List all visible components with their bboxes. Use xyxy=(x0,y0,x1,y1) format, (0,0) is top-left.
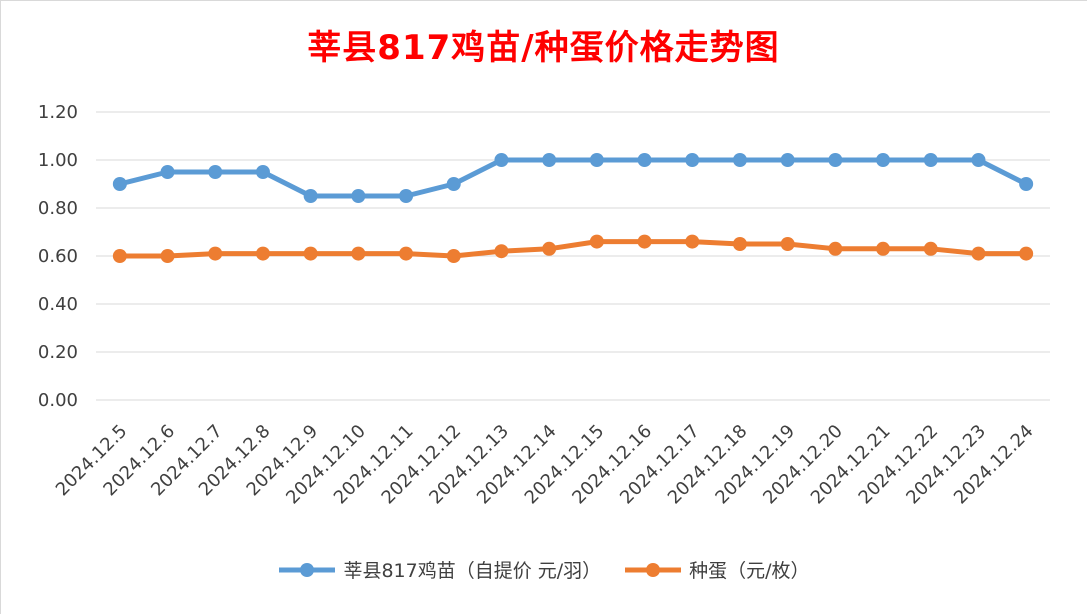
data-point xyxy=(780,153,795,167)
data-point xyxy=(685,153,700,167)
data-point xyxy=(351,189,366,203)
legend-marker-chick xyxy=(279,562,336,577)
data-point xyxy=(685,234,700,249)
data-point xyxy=(971,246,986,261)
legend-item-egg: 种蛋（元/枚） xyxy=(623,556,810,583)
data-point xyxy=(542,153,557,167)
data-point xyxy=(971,153,986,167)
y-tick-label: 1.00 xyxy=(38,150,78,171)
y-tick-label: 0.80 xyxy=(38,198,78,219)
legend-item-chick: 莘县817鸡苗（自提价 元/羽） xyxy=(277,556,601,583)
data-point xyxy=(732,237,747,251)
legend-label-egg: 种蛋（元/枚） xyxy=(689,560,810,582)
data-point xyxy=(923,153,938,167)
data-point xyxy=(828,241,843,256)
data-point xyxy=(303,189,318,203)
data-point xyxy=(828,153,843,167)
data-point xyxy=(780,237,795,251)
data-point xyxy=(160,165,175,179)
y-tick-label: 0.00 xyxy=(38,390,78,411)
data-point xyxy=(589,153,604,167)
chart-title: 莘县817鸡苗/种蛋价格走势图 xyxy=(307,28,780,68)
data-point xyxy=(160,249,175,263)
data-point xyxy=(112,249,127,263)
data-point xyxy=(637,153,652,167)
y-tick-label: 0.60 xyxy=(38,246,78,267)
data-point xyxy=(255,165,270,179)
data-point xyxy=(494,153,509,167)
series-line-1 xyxy=(117,239,1029,259)
data-point xyxy=(255,246,270,261)
legend-marker-egg xyxy=(625,562,682,577)
data-point xyxy=(446,177,461,191)
data-point xyxy=(1019,246,1034,261)
chart-legend: 莘县817鸡苗（自提价 元/羽） 种蛋（元/枚） xyxy=(0,556,1087,583)
data-point xyxy=(208,246,223,261)
data-point xyxy=(923,241,938,256)
data-point xyxy=(589,234,604,249)
data-point xyxy=(112,177,127,191)
y-tick-label: 0.40 xyxy=(38,294,78,315)
data-point xyxy=(542,241,557,256)
data-point xyxy=(303,246,318,261)
series-line-0 xyxy=(117,157,1029,199)
data-point xyxy=(876,241,891,256)
y-tick-label: 0.20 xyxy=(38,342,78,363)
data-point xyxy=(399,189,414,203)
data-point xyxy=(732,153,747,167)
data-point xyxy=(637,234,652,249)
data-point xyxy=(399,246,414,261)
data-point xyxy=(208,165,223,179)
legend-label-chick: 莘县817鸡苗（自提价 元/羽） xyxy=(343,560,602,582)
data-point xyxy=(876,153,891,167)
data-point xyxy=(446,249,461,263)
y-tick-label: 1.20 xyxy=(38,102,78,123)
data-point xyxy=(351,246,366,261)
data-point xyxy=(1019,177,1034,191)
data-point xyxy=(494,244,509,259)
